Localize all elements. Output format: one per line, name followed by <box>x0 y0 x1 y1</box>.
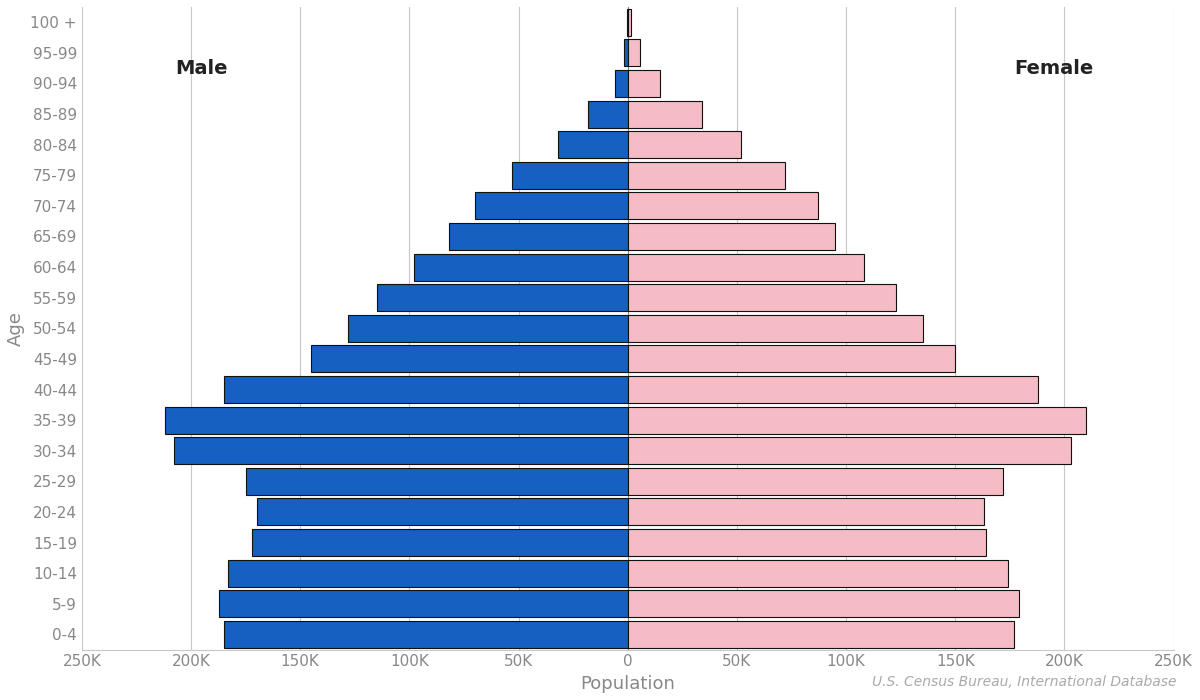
Bar <box>223 376 628 403</box>
Bar <box>348 315 628 342</box>
Bar <box>628 315 923 342</box>
Bar <box>558 131 628 158</box>
Bar <box>628 101 702 127</box>
Bar <box>614 70 628 97</box>
Bar <box>628 253 864 281</box>
Bar <box>228 560 628 587</box>
Text: Male: Male <box>175 59 228 78</box>
Bar <box>377 284 628 312</box>
Bar <box>628 39 640 66</box>
Bar <box>628 438 1070 464</box>
Bar <box>223 621 628 648</box>
Bar <box>628 131 742 158</box>
Bar <box>628 70 660 97</box>
Bar <box>628 498 984 526</box>
Bar <box>624 39 628 66</box>
Bar <box>174 438 628 464</box>
Bar <box>414 253 628 281</box>
Bar <box>588 101 628 127</box>
Bar <box>628 9 631 36</box>
Bar <box>628 560 1008 587</box>
Bar <box>628 590 1019 617</box>
Bar <box>628 407 1086 433</box>
Bar <box>628 621 1014 648</box>
Bar <box>512 162 628 189</box>
Bar <box>628 468 1003 495</box>
Bar <box>220 590 628 617</box>
Bar <box>628 193 817 219</box>
Bar <box>628 162 785 189</box>
Text: U.S. Census Bureau, International Database: U.S. Census Bureau, International Databa… <box>871 676 1176 690</box>
Bar <box>252 529 628 556</box>
Bar <box>246 468 628 495</box>
Bar <box>628 529 986 556</box>
Bar <box>257 498 628 526</box>
Bar <box>311 345 628 372</box>
Text: Female: Female <box>1014 59 1093 78</box>
X-axis label: Population: Population <box>581 675 676 693</box>
Y-axis label: Age: Age <box>7 311 25 346</box>
Bar <box>628 345 955 372</box>
Bar <box>628 376 1038 403</box>
Bar <box>628 284 896 312</box>
Bar <box>475 193 628 219</box>
Bar <box>628 223 835 250</box>
Bar <box>449 223 628 250</box>
Bar <box>164 407 628 433</box>
